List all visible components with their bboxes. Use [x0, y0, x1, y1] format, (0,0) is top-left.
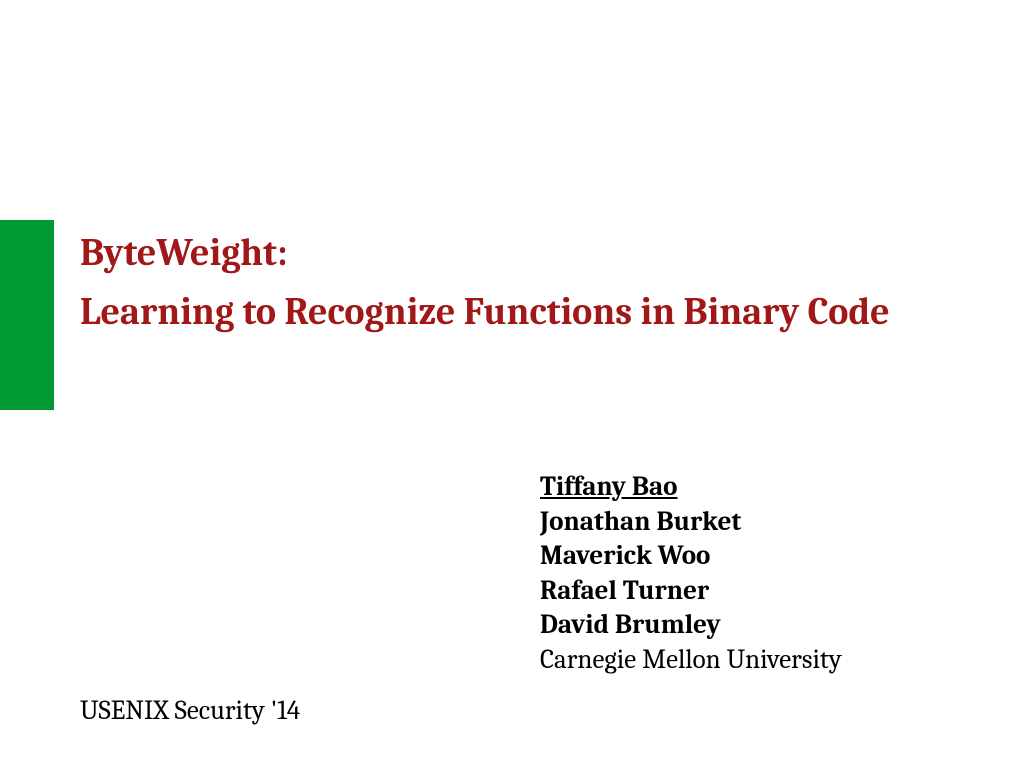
- title-line-1: ByteWeight:: [80, 224, 960, 283]
- author-4: Rafael Turner: [540, 574, 842, 609]
- affiliation: Carnegie Mellon University: [540, 643, 842, 678]
- author-2: Jonathan Burket: [540, 505, 842, 540]
- author-lead: Tiffany Bao: [540, 470, 842, 505]
- author-5: David Brumley: [540, 608, 842, 643]
- venue: USENIX Security '14: [80, 695, 300, 726]
- title-block: ByteWeight: Learning to Recognize Functi…: [80, 224, 960, 342]
- authors-block: Tiffany Bao Jonathan Burket Maverick Woo…: [540, 470, 842, 677]
- title-line-2: Learning to Recognize Functions in Binar…: [80, 283, 960, 342]
- accent-bar: [0, 220, 54, 410]
- author-3: Maverick Woo: [540, 539, 842, 574]
